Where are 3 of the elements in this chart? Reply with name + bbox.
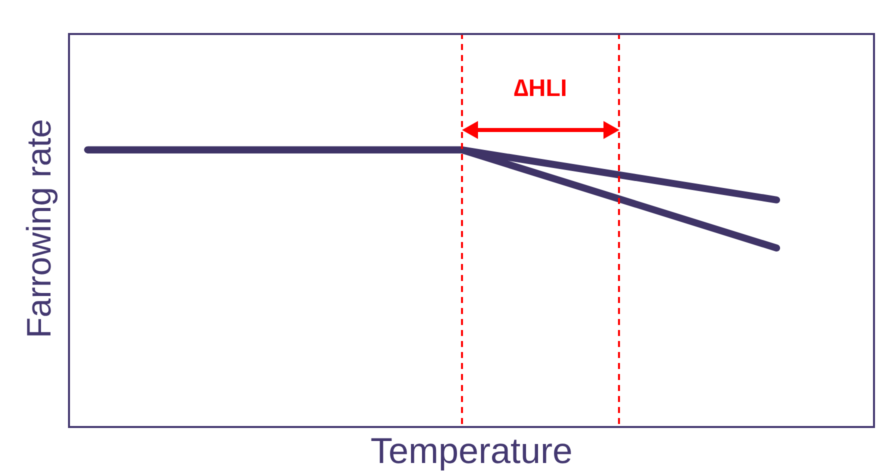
x-axis-title: Temperature: [369, 430, 574, 472]
y-axis-title: Farrowing rate: [20, 117, 60, 340]
text: ∆HLI: [512, 75, 568, 103]
